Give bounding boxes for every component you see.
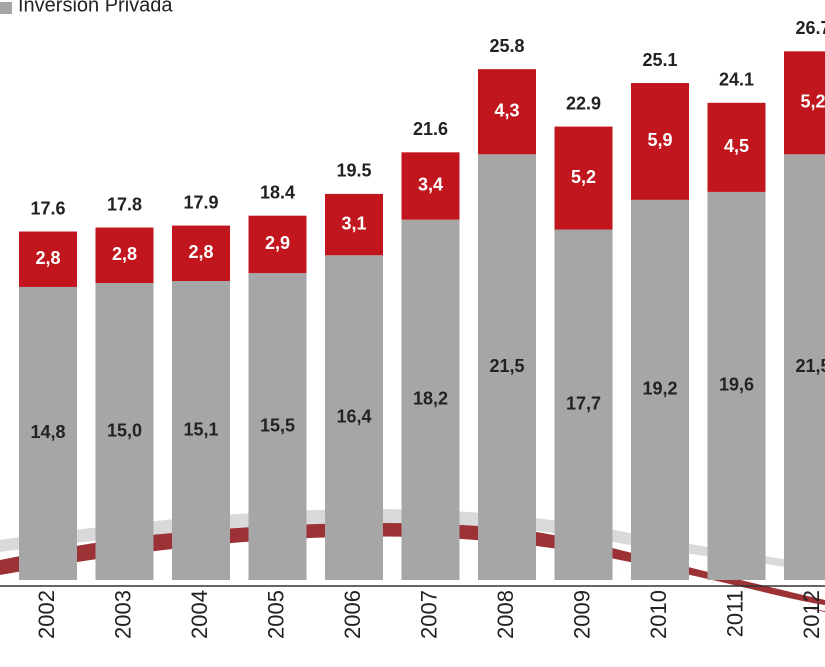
bar-segment	[95, 227, 154, 283]
bar-segment	[707, 191, 766, 581]
x-tick-label: 2007	[416, 590, 441, 639]
bar-segment	[631, 83, 689, 200]
bar-segment	[248, 273, 307, 580]
value-label: 17,7	[566, 394, 601, 414]
value-label: 2,8	[35, 248, 60, 268]
value-label: 19,2	[642, 379, 677, 399]
bar-segment	[401, 152, 460, 220]
x-tick-label: 2009	[569, 590, 594, 639]
total-label: 26.7	[795, 18, 825, 38]
value-label: 2,9	[265, 233, 290, 253]
total-label: 22.9	[566, 93, 601, 113]
bar-segment	[172, 281, 230, 580]
total-label: 25.1	[642, 50, 677, 70]
value-label: 18,2	[413, 389, 448, 409]
bar-segment	[631, 199, 689, 580]
total-label: 19.5	[336, 161, 371, 181]
bar-segment	[325, 193, 383, 256]
value-label: 4,5	[724, 136, 749, 156]
value-label: 3,1	[341, 213, 366, 233]
total-label: 25.8	[489, 36, 524, 56]
x-tick-label: 2005	[263, 590, 288, 639]
bar-segment	[172, 225, 230, 282]
bar-segment	[325, 255, 383, 580]
bar-segment	[19, 231, 77, 287]
value-label: 3,4	[418, 175, 443, 195]
x-tick-label: 2011	[722, 590, 747, 637]
value-label: 5,9	[647, 130, 672, 150]
value-label: 21,5	[489, 356, 524, 376]
value-label: 19,6	[719, 375, 754, 395]
bar-segment	[478, 69, 536, 155]
x-tick-label: 2002	[34, 590, 59, 639]
x-tick-label: 2010	[646, 590, 671, 639]
bar-segment	[401, 219, 460, 580]
total-label: 21.6	[413, 119, 448, 139]
x-tick-label: 2008	[493, 590, 518, 639]
value-label: 5,2	[800, 92, 825, 112]
bar-segment	[19, 286, 77, 580]
value-label: 15,5	[260, 415, 295, 435]
x-tick-label: 2004	[187, 590, 212, 639]
value-label: 15,1	[183, 419, 218, 439]
total-label: 18.4	[260, 182, 295, 202]
value-label: 16,4	[336, 406, 371, 426]
bar-segment	[95, 283, 154, 580]
value-label: 21,5	[795, 356, 825, 376]
total-label: 17.6	[30, 198, 65, 218]
bar-segment	[554, 126, 613, 230]
legend-swatch	[0, 2, 12, 14]
bar-segment	[784, 154, 825, 581]
x-tick-label: 2003	[110, 590, 135, 639]
total-label: 17.9	[183, 192, 218, 212]
bar-segment	[248, 215, 307, 274]
value-label: 14,8	[30, 422, 65, 442]
bar-segment	[707, 102, 766, 192]
value-label: 4,3	[494, 100, 519, 120]
value-label: 2,8	[112, 244, 137, 264]
bar-segment	[478, 154, 536, 581]
legend-label: Inversión Privada	[18, 0, 173, 16]
value-label: 2,8	[188, 242, 213, 262]
bar-segment	[554, 229, 613, 581]
value-label: 5,2	[571, 167, 596, 187]
bar-segment	[784, 51, 825, 155]
total-label: 17.8	[107, 194, 142, 214]
total-label: 24.1	[719, 70, 754, 90]
value-label: 15,0	[107, 420, 142, 440]
x-tick-label: 2012	[799, 590, 824, 639]
x-tick-label: 2006	[340, 590, 365, 639]
